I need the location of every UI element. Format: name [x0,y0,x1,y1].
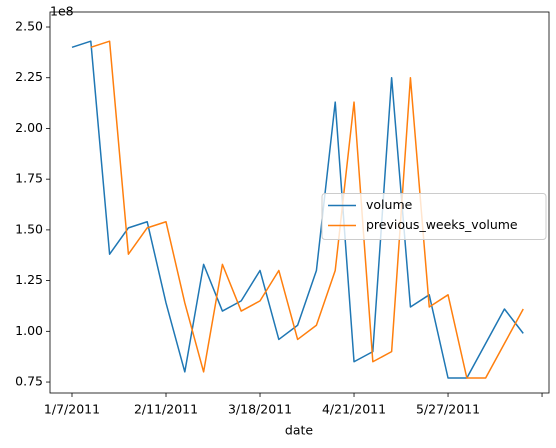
line-series [71,40,524,379]
x-tick-label: 5/27/2011 [416,402,480,417]
line-series [90,40,524,379]
y-tick-label: 0.75 [15,374,43,389]
y-tick-label: 2.00 [15,120,43,135]
y-tick-label: 1.75 [15,171,43,186]
y-tick-label: 2.25 [15,69,43,84]
x-tick-label: 2/11/2011 [134,402,198,417]
y-tick-label: 1.00 [15,323,43,338]
y-tick-label: 1.50 [15,221,43,236]
legend-label: volume [366,197,413,212]
y-tick-label: 1.25 [15,272,43,287]
x-tick-label: 4/21/2011 [322,402,386,417]
y-offset-label: 1e8 [50,4,74,19]
legend-label: previous_weeks_volume [366,217,518,232]
x-tick-label: 1/7/2011 [44,402,100,417]
y-tick-label: 2.50 [15,19,43,34]
x-tick-label: 3/18/2011 [228,402,292,417]
axes-frame [49,11,550,394]
x-axis-label: date [285,423,313,438]
legend-box [321,193,547,240]
